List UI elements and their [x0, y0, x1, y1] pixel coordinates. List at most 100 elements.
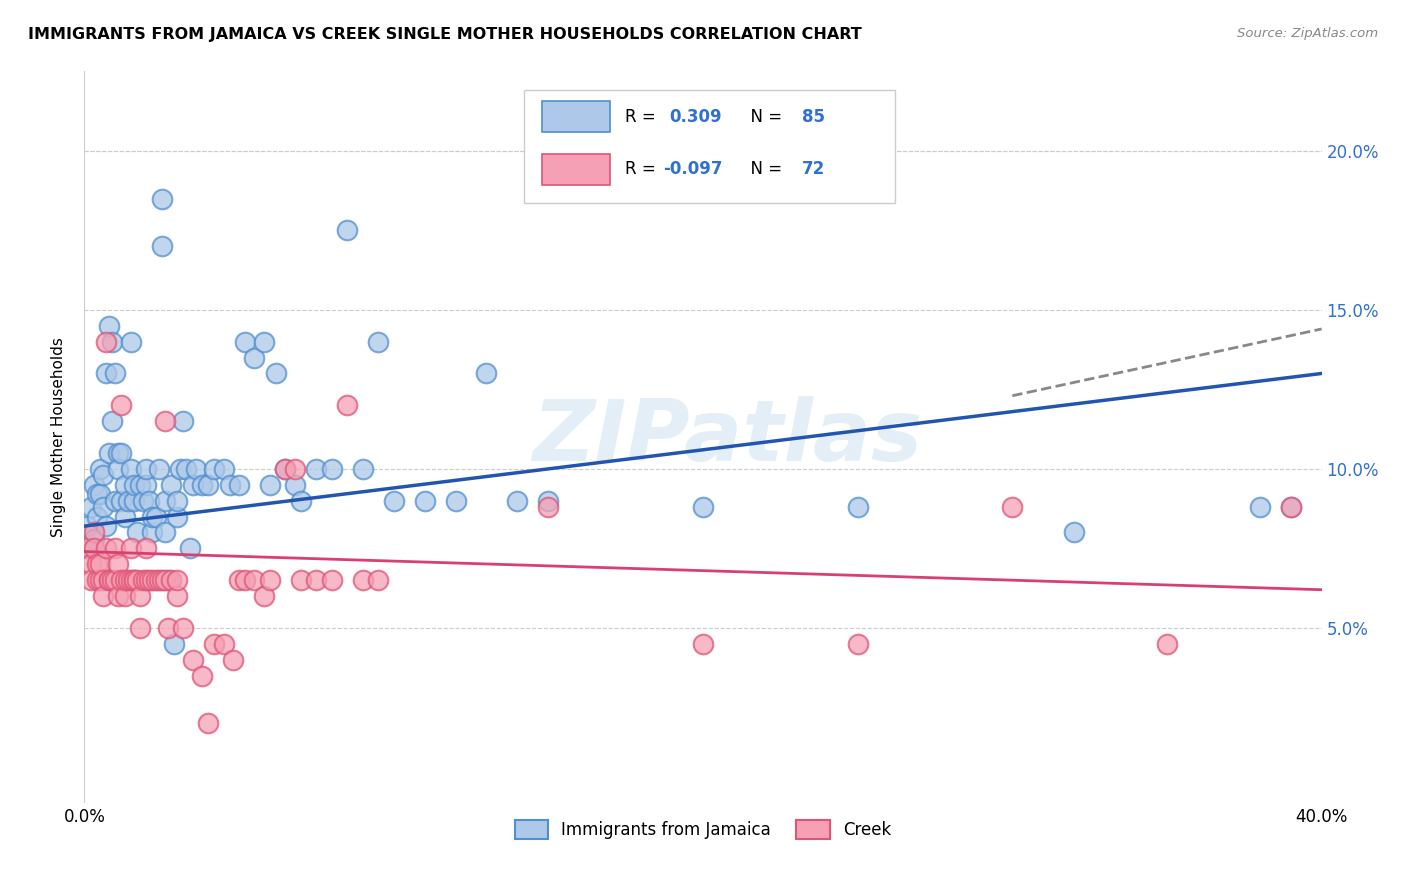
Point: [290, 573, 312, 587]
Point: [179, 541, 201, 556]
Point: [444, 493, 467, 508]
Point: [160, 477, 183, 491]
Point: [98, 573, 121, 587]
Point: [413, 493, 436, 508]
Point: [233, 334, 256, 349]
Text: N =: N =: [740, 161, 787, 178]
Point: [79, 573, 101, 587]
Point: [120, 334, 142, 349]
Point: [135, 462, 157, 476]
Point: [156, 573, 179, 587]
Point: [172, 414, 194, 428]
Point: [91, 468, 114, 483]
Point: [114, 477, 136, 491]
Point: [233, 573, 256, 587]
Point: [264, 367, 287, 381]
FancyBboxPatch shape: [543, 102, 610, 132]
Point: [129, 589, 152, 603]
Y-axis label: Single Mother Households: Single Mother Households: [51, 337, 66, 537]
Point: [94, 367, 117, 381]
Point: [846, 500, 869, 514]
Text: R =: R =: [626, 161, 661, 178]
Point: [122, 493, 145, 508]
FancyBboxPatch shape: [523, 90, 894, 203]
Point: [89, 573, 111, 587]
Text: Source: ZipAtlas.com: Source: ZipAtlas.com: [1237, 27, 1378, 40]
Point: [83, 525, 105, 540]
Point: [94, 334, 117, 349]
Point: [153, 414, 176, 428]
Point: [336, 223, 359, 237]
Point: [202, 637, 225, 651]
Point: [243, 351, 266, 365]
Point: [166, 493, 188, 508]
Point: [107, 589, 129, 603]
Point: [218, 477, 240, 491]
Point: [94, 519, 117, 533]
Point: [228, 573, 250, 587]
Point: [89, 487, 111, 501]
Point: [129, 621, 152, 635]
Point: [284, 462, 307, 476]
Point: [1001, 500, 1024, 514]
Point: [117, 573, 139, 587]
Point: [176, 462, 198, 476]
Point: [125, 573, 148, 587]
Point: [94, 541, 117, 556]
Point: [166, 573, 188, 587]
Point: [132, 573, 155, 587]
Point: [110, 446, 132, 460]
Point: [191, 668, 214, 682]
Point: [197, 477, 219, 491]
Point: [107, 558, 129, 572]
Point: [150, 192, 173, 206]
Point: [138, 493, 160, 508]
Point: [352, 462, 374, 476]
Text: 85: 85: [801, 108, 825, 126]
Point: [91, 500, 114, 514]
Point: [153, 493, 176, 508]
Point: [120, 541, 142, 556]
Point: [107, 446, 129, 460]
Point: [150, 573, 173, 587]
Point: [253, 334, 276, 349]
Point: [1063, 525, 1085, 540]
Point: [692, 500, 714, 514]
Point: [135, 541, 157, 556]
Point: [76, 519, 98, 533]
Point: [101, 414, 124, 428]
Point: [169, 462, 191, 476]
Point: [846, 637, 869, 651]
Point: [202, 462, 225, 476]
Point: [125, 525, 148, 540]
Point: [120, 573, 142, 587]
Point: [145, 573, 167, 587]
Point: [104, 493, 127, 508]
Point: [91, 589, 114, 603]
Point: [110, 493, 132, 508]
Text: N =: N =: [740, 108, 787, 126]
Point: [104, 367, 127, 381]
Point: [1249, 500, 1271, 514]
Point: [222, 653, 245, 667]
Text: R =: R =: [626, 108, 666, 126]
Point: [98, 446, 121, 460]
Point: [91, 573, 114, 587]
Point: [114, 509, 136, 524]
Point: [181, 477, 204, 491]
Point: [382, 493, 405, 508]
Point: [79, 558, 101, 572]
Point: [153, 525, 176, 540]
Point: [86, 573, 108, 587]
Point: [1279, 500, 1302, 514]
Point: [305, 573, 328, 587]
Point: [117, 493, 139, 508]
Point: [172, 621, 194, 635]
Point: [537, 500, 560, 514]
Point: [1279, 500, 1302, 514]
Text: ZIPatlas: ZIPatlas: [533, 395, 922, 479]
Point: [110, 573, 132, 587]
Point: [86, 509, 108, 524]
Point: [79, 541, 101, 556]
Point: [321, 573, 343, 587]
